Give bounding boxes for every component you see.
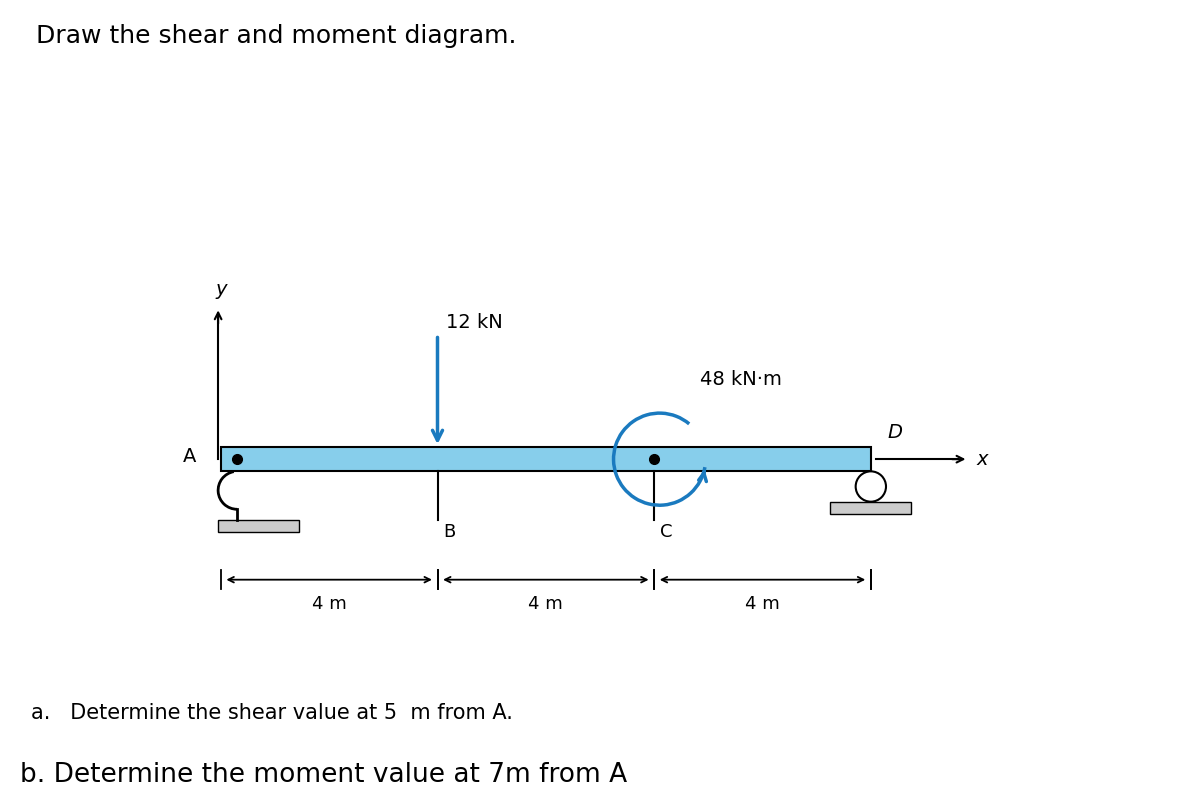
Text: x: x [977,450,988,469]
Text: A: A [184,447,197,466]
Text: 4 m: 4 m [528,595,563,613]
Text: C: C [660,522,672,541]
Text: a.   Determine the shear value at 5  m from A.: a. Determine the shear value at 5 m from… [31,703,514,723]
Text: 4 m: 4 m [312,595,347,613]
Text: Draw the shear and moment diagram.: Draw the shear and moment diagram. [36,24,516,49]
Text: b. Determine the moment value at 7m from A: b. Determine the moment value at 7m from… [20,762,628,788]
Text: D: D [887,423,902,441]
Bar [221,447,871,471]
Text: y: y [215,280,227,300]
Text: 48 kN·m: 48 kN·m [701,369,782,389]
Text: 12 kN: 12 kN [445,313,503,332]
Bar [830,501,912,514]
Bar [218,520,299,532]
Text: B: B [443,522,455,541]
Circle shape [856,471,886,501]
Text: 4 m: 4 m [745,595,780,613]
